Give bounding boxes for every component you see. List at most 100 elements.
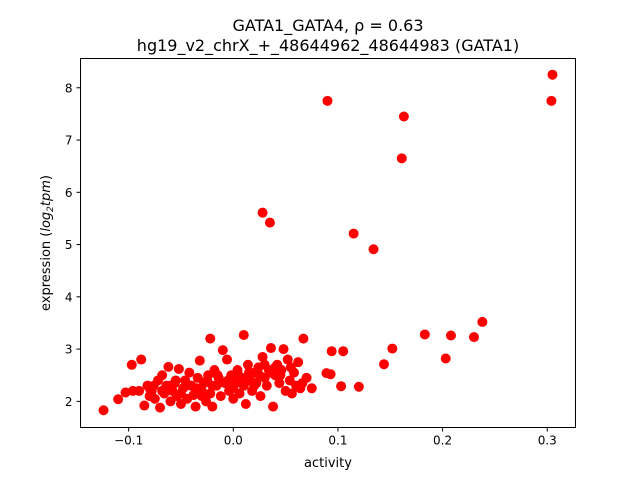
data-point <box>243 367 254 378</box>
data-point <box>238 329 249 340</box>
data-point <box>228 383 239 394</box>
x-axis-label: activity <box>304 456 352 471</box>
data-point <box>419 329 430 340</box>
data-points <box>98 69 558 416</box>
data-point <box>136 354 147 365</box>
data-point <box>265 343 276 354</box>
data-point <box>298 333 309 344</box>
data-point <box>217 345 228 356</box>
data-point <box>301 372 312 383</box>
data-point <box>259 359 270 370</box>
data-point <box>149 393 160 404</box>
data-point <box>325 369 336 380</box>
y-tick-label: 6 <box>65 186 73 200</box>
y-tick-label: 4 <box>65 290 73 304</box>
data-point <box>205 388 216 399</box>
data-point <box>255 391 266 402</box>
data-point <box>134 385 145 396</box>
data-point <box>215 391 226 402</box>
data-point <box>157 370 168 381</box>
data-point <box>468 332 479 343</box>
data-point <box>194 355 205 366</box>
data-point <box>144 383 155 394</box>
data-point <box>348 228 359 239</box>
data-point <box>191 383 202 394</box>
data-point <box>278 344 289 355</box>
data-point <box>286 388 297 399</box>
data-point <box>207 380 218 391</box>
data-point <box>113 394 124 405</box>
data-point <box>184 367 195 378</box>
data-point <box>207 401 218 412</box>
data-point <box>223 375 234 386</box>
y-tick-label: 3 <box>65 343 73 357</box>
data-point <box>282 354 293 365</box>
data-point <box>398 111 409 122</box>
data-point <box>353 381 364 392</box>
data-point <box>547 69 558 80</box>
data-point <box>336 381 347 392</box>
data-point <box>257 351 268 362</box>
data-point <box>126 359 137 370</box>
y-tick-label: 2 <box>65 395 73 409</box>
data-point <box>98 405 109 416</box>
data-point <box>546 95 557 106</box>
data-point <box>268 401 279 412</box>
data-point <box>285 362 296 373</box>
data-point <box>222 354 233 365</box>
data-point <box>181 380 192 391</box>
x-tick-label: 0.3 <box>538 434 557 448</box>
data-point <box>326 346 337 357</box>
chart-title-line1: GATA1_GATA4, ρ = 0.63 <box>232 16 423 36</box>
y-axis-label-sub: 2 <box>46 206 56 212</box>
data-point <box>173 363 184 374</box>
data-point <box>338 346 349 357</box>
data-point <box>165 380 176 391</box>
y-axis-label-prefix: expression ( <box>39 232 54 311</box>
data-point <box>445 330 456 341</box>
y-axis-ticks: 2 3 4 5 6 7 8 <box>65 81 81 409</box>
data-point <box>139 400 150 411</box>
data-point <box>275 370 286 381</box>
data-point <box>440 353 451 364</box>
x-axis-ticks: −0.1 0.0 0.1 0.2 0.3 <box>114 427 557 448</box>
data-point <box>378 359 389 370</box>
data-point <box>257 207 268 218</box>
y-tick-label: 8 <box>65 81 73 95</box>
plot-frame <box>80 58 576 428</box>
data-point <box>368 244 379 255</box>
data-point <box>261 380 272 391</box>
data-point <box>155 402 166 413</box>
y-axis-label: expression (log2tpm) <box>39 175 56 311</box>
data-point <box>242 359 253 370</box>
data-point <box>387 343 398 354</box>
y-axis-label-log: log <box>39 212 54 232</box>
data-point <box>240 398 251 409</box>
data-point <box>190 401 201 412</box>
x-tick-label: −0.1 <box>114 434 143 448</box>
data-point <box>254 370 265 381</box>
data-point <box>396 153 407 164</box>
data-point <box>293 357 304 368</box>
data-point <box>163 361 174 372</box>
data-point <box>274 378 285 389</box>
data-point <box>175 388 186 399</box>
y-axis-label-suffix: ) <box>39 175 54 180</box>
y-axis-label-tpm: tpm <box>39 180 54 206</box>
data-point <box>205 333 216 344</box>
data-point <box>322 95 333 106</box>
data-point <box>477 316 488 327</box>
data-point <box>157 385 168 396</box>
y-tick-label: 5 <box>65 238 73 252</box>
data-point <box>306 383 317 394</box>
data-point <box>249 380 260 391</box>
chart-title-line2: hg19_v2_chrX_+_48644962_48644983 (GATA1) <box>137 36 519 56</box>
data-point <box>196 391 207 402</box>
data-point <box>270 362 281 373</box>
y-tick-label: 7 <box>65 134 73 148</box>
data-point <box>264 217 275 228</box>
x-tick-label: 0.2 <box>433 434 452 448</box>
x-tick-label: 0.1 <box>328 434 347 448</box>
data-point <box>212 370 223 381</box>
